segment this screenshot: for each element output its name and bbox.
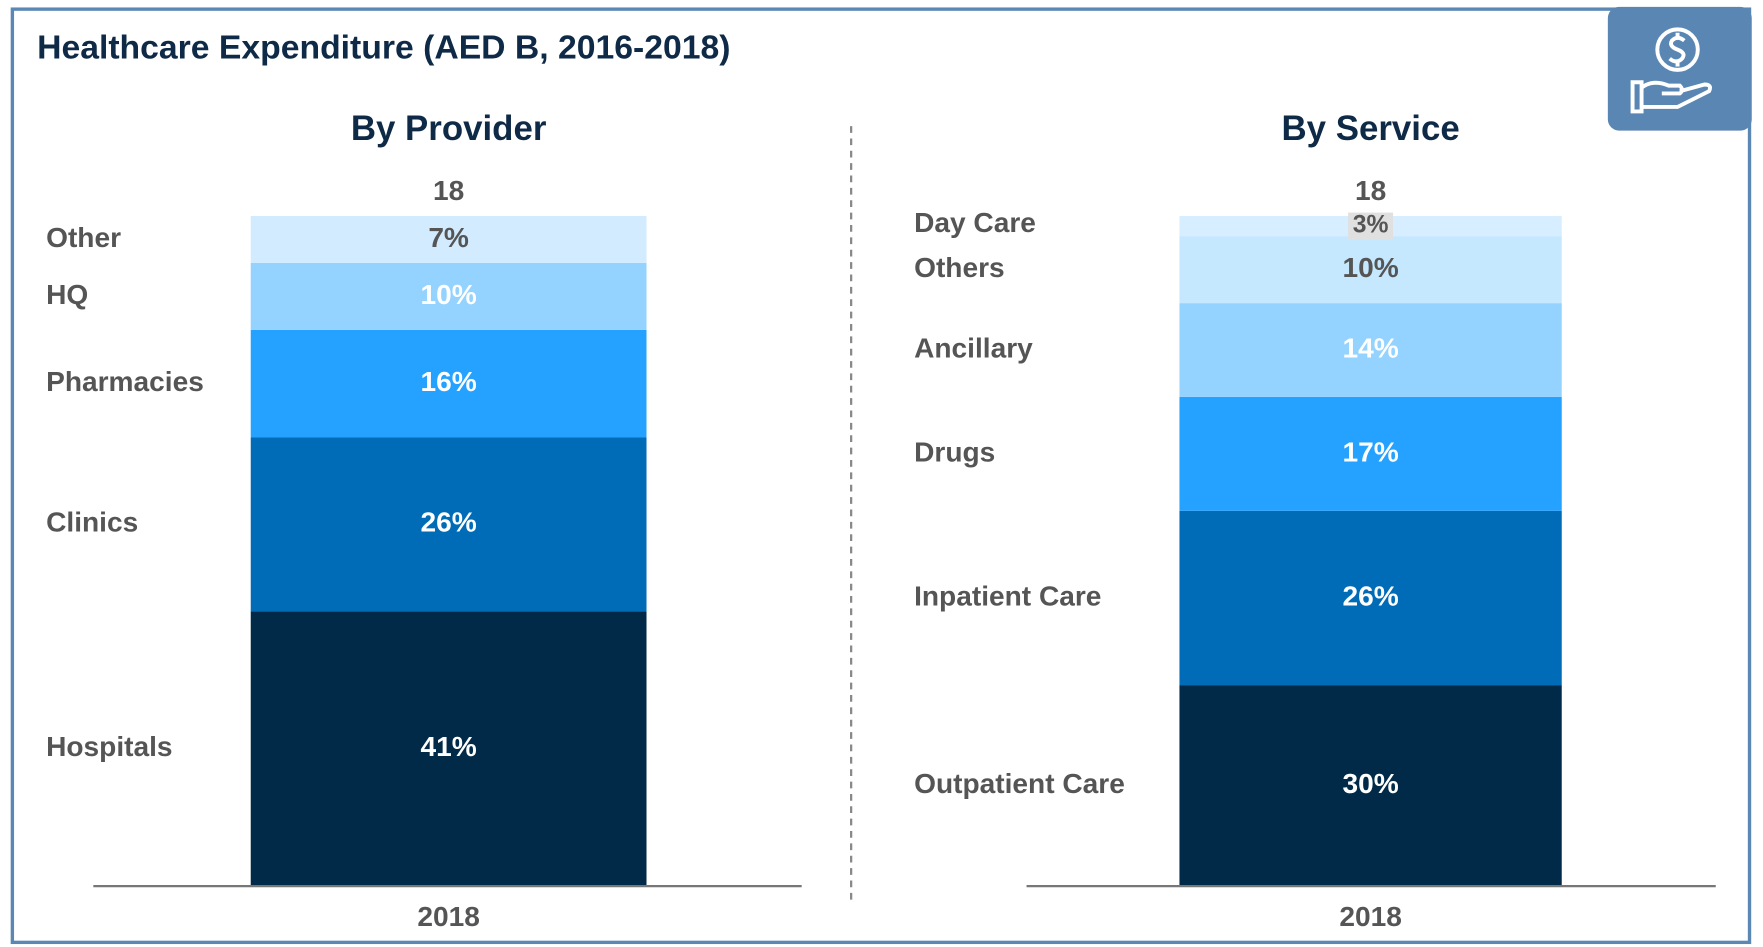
total-label: 18 (433, 175, 464, 206)
value-label: 17% (1342, 436, 1398, 467)
chart-subtitle: By Service (1281, 109, 1459, 148)
series-label: Drugs (914, 436, 995, 467)
bar-segment (1179, 685, 1562, 887)
value-label-bg (1348, 212, 1394, 240)
bar-segment (1179, 303, 1562, 397)
bar-segment (250, 437, 647, 612)
bar-segment (250, 611, 647, 887)
value-label: 10% (1342, 252, 1398, 283)
series-label: Pharmacies (46, 366, 204, 397)
bar-segment (1179, 510, 1562, 686)
total-label: 18 (1355, 175, 1386, 206)
series-label: Other (46, 222, 121, 253)
money-icon (1630, 27, 1712, 114)
bar-segment (1179, 396, 1562, 511)
value-label: 26% (421, 507, 477, 538)
series-label: HQ (46, 279, 88, 310)
series-label: Clinics (46, 507, 138, 538)
value-label: 14% (1342, 332, 1398, 363)
page-title: Healthcare Expenditure (AED B, 2016-2018… (37, 29, 730, 67)
value-label: 10% (421, 279, 477, 310)
bar-segment (250, 216, 647, 263)
value-label: 3% (1353, 212, 1389, 239)
value-label: 30% (1342, 768, 1398, 799)
series-label: Hospitals (46, 731, 172, 762)
series-label: Outpatient Care (914, 768, 1125, 799)
x-tick-label: 2018 (1339, 901, 1402, 932)
value-label: 26% (1342, 580, 1398, 611)
bar-segment (1179, 236, 1562, 304)
value-label: 41% (421, 731, 477, 762)
chart-subtitle: By Provider (351, 109, 547, 148)
series-label: Others (914, 252, 1005, 283)
series-label: Day Care (914, 207, 1036, 238)
bar-segment (250, 262, 647, 330)
series-label: Inpatient Care (914, 580, 1101, 611)
series-label: Ancillary (914, 332, 1033, 363)
bar-segment (250, 329, 647, 438)
value-label: 16% (421, 366, 477, 397)
value-label: 7% (428, 222, 469, 253)
x-tick-label: 2018 (417, 901, 480, 932)
